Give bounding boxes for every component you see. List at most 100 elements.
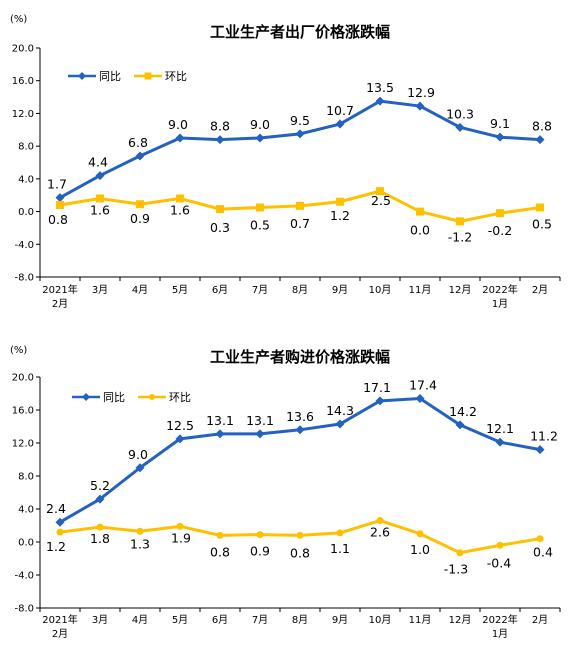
x-tick-label: 4月 xyxy=(132,284,148,296)
data-point-yoy xyxy=(255,429,265,439)
data-label: 10.3 xyxy=(446,106,474,121)
data-label: 0.0 xyxy=(410,223,430,238)
data-label: 1.1 xyxy=(330,541,350,556)
x-tick-label: 11月 xyxy=(409,614,432,626)
output-price-chart-panel: 工业生产者出厂价格涨跌幅 (%) 20.0 16.0 12.0 8.0 4.0 0.0 -4.0… xyxy=(0,0,574,324)
data-point-mom xyxy=(216,531,224,539)
data-point-yoy xyxy=(135,463,145,473)
data-point-mom xyxy=(336,529,344,537)
data-point-yoy xyxy=(215,135,225,145)
data-label: 0.8 xyxy=(210,544,230,559)
data-label: 0.7 xyxy=(290,216,310,231)
data-point-mom xyxy=(416,207,424,216)
data-label: 1.2 xyxy=(46,539,66,554)
data-point-yoy xyxy=(415,393,425,403)
legend-marker xyxy=(149,394,155,400)
y-tick-label: 0.0 xyxy=(18,207,34,218)
x-tick-label: 2021年 xyxy=(42,283,77,296)
x-tick-label: 1月 xyxy=(492,298,508,310)
data-label: 8.8 xyxy=(532,119,552,134)
data-point-yoy xyxy=(55,193,65,203)
x-tick-label: 2月 xyxy=(532,614,548,626)
y-tick-label: 4.0 xyxy=(18,174,34,185)
data-label: 17.1 xyxy=(363,380,391,395)
data-point-yoy xyxy=(375,96,385,106)
data-point-mom xyxy=(416,530,424,538)
data-point-yoy xyxy=(175,133,185,143)
data-point-mom xyxy=(256,203,264,212)
y-tick-label: -4.0 xyxy=(14,240,34,251)
data-label: 0.3 xyxy=(210,220,230,235)
data-label: 0.5 xyxy=(532,216,552,231)
input-price-chart: 工业生产者购进价格涨跌幅 (%) 20.0 16.0 12.0 8.0 4.0 0.0 -4.0… xyxy=(10,345,561,640)
x-tick-label: 7月 xyxy=(252,614,268,626)
legend-marker xyxy=(144,72,152,80)
data-label: 4.4 xyxy=(88,155,108,170)
data-point-mom xyxy=(56,201,64,210)
x-tick-label: 7月 xyxy=(252,284,268,296)
y-tick-label: 16.0 xyxy=(12,76,34,87)
x-tick-label: 10月 xyxy=(369,614,392,626)
data-label: 9.0 xyxy=(250,117,270,132)
y-tick-label: -4.0 xyxy=(14,571,34,582)
data-point-mom xyxy=(136,527,144,535)
data-point-mom xyxy=(336,197,344,206)
data-point-mom xyxy=(496,541,504,549)
data-label: 14.2 xyxy=(449,404,477,419)
data-label: 1.8 xyxy=(90,531,110,546)
data-point-yoy xyxy=(95,494,105,504)
data-label: 13.1 xyxy=(246,413,274,428)
x-tick-label: 5月 xyxy=(172,614,188,626)
data-label: 9.5 xyxy=(290,113,310,128)
x-tick-label: 6月 xyxy=(212,284,228,296)
data-point-mom xyxy=(56,528,64,536)
x-tick-label: 9月 xyxy=(332,614,348,626)
data-label: 14.3 xyxy=(326,403,354,418)
data-label: 9.0 xyxy=(168,117,188,132)
data-label: 0.9 xyxy=(130,211,150,226)
data-point-yoy xyxy=(455,420,465,430)
data-point-mom xyxy=(536,203,544,212)
data-point-yoy xyxy=(495,132,505,142)
y-tick-label: 8.0 xyxy=(18,472,34,483)
data-label: 11.2 xyxy=(530,429,558,444)
data-point-mom xyxy=(176,522,184,530)
x-tick-label: 2021年 xyxy=(42,613,77,626)
x-tick-label: 12月 xyxy=(449,284,472,296)
x-tick-label: 3月 xyxy=(92,284,108,296)
data-label: 0.8 xyxy=(290,545,310,560)
y-tick-label: 8.0 xyxy=(18,142,34,153)
x-tick-label: 6月 xyxy=(212,614,228,626)
x-tick-label: 2月 xyxy=(52,298,68,310)
data-label: 10.7 xyxy=(326,103,354,118)
data-point-mom xyxy=(176,194,184,203)
data-point-yoy xyxy=(455,122,465,132)
data-label: 0.4 xyxy=(533,545,553,560)
y-tick-label: 0.0 xyxy=(18,538,34,549)
data-label: 1.2 xyxy=(330,208,350,223)
x-tick-label: 2022年 xyxy=(482,283,517,296)
data-label: -1.2 xyxy=(448,229,472,244)
y-tick-label: 20.0 xyxy=(12,44,34,55)
data-point-mom xyxy=(96,194,104,203)
data-point-yoy xyxy=(335,119,345,129)
data-label: -0.4 xyxy=(487,555,511,570)
data-point-yoy xyxy=(55,517,65,527)
data-point-yoy xyxy=(215,429,225,439)
data-label: 12.1 xyxy=(486,421,514,436)
data-point-mom xyxy=(376,517,384,525)
data-label: 13.6 xyxy=(286,409,314,424)
data-label: 5.2 xyxy=(90,478,110,493)
data-label: 2.5 xyxy=(371,193,391,208)
x-tick-label: 3月 xyxy=(92,614,108,626)
x-tick-label: 2022年 xyxy=(482,613,517,626)
data-point-mom xyxy=(96,523,104,531)
data-point-yoy xyxy=(135,151,145,161)
data-label: 1.0 xyxy=(410,542,430,557)
data-label: 12.9 xyxy=(407,85,435,100)
data-label: 1.6 xyxy=(170,202,190,217)
legend-marker xyxy=(82,393,90,401)
data-label: 1.9 xyxy=(171,530,191,545)
data-label: 12.5 xyxy=(166,418,194,433)
data-point-mom xyxy=(216,205,224,214)
